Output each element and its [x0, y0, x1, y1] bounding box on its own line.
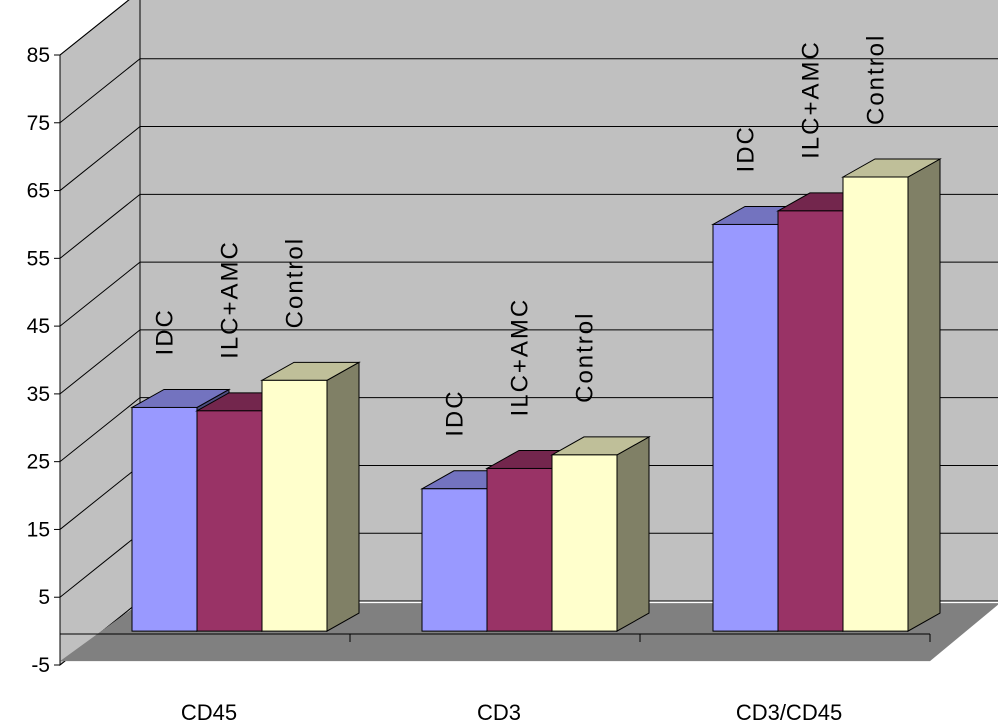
bar-side	[616, 436, 650, 632]
x-category-label: CD3	[477, 700, 521, 724]
bar	[261, 379, 328, 632]
bar	[196, 410, 263, 632]
bar	[421, 488, 488, 632]
gridline	[59, 0, 130, 56]
y-tick-label: 35	[27, 383, 50, 406]
y-tick-label: 75	[27, 112, 50, 135]
bar	[777, 210, 844, 632]
bar	[842, 176, 909, 632]
data-label: IDC	[442, 389, 469, 436]
x-category-label: CD3/CD45	[736, 700, 842, 724]
gridline	[59, 193, 998, 259]
bar	[551, 454, 618, 632]
bar-side	[326, 361, 360, 632]
bar	[131, 406, 198, 632]
bar	[712, 223, 779, 632]
y-tick-label: 55	[27, 247, 50, 270]
bar-side	[907, 158, 941, 632]
gridline	[59, 58, 998, 124]
data-label: IDC	[733, 125, 760, 172]
gridline	[59, 126, 998, 191]
y-tick-label: -5	[31, 654, 50, 677]
x-category-label: CD45	[181, 700, 237, 724]
y-tick-label: 5	[38, 586, 50, 609]
data-label: ILC+AMC	[217, 240, 244, 359]
y-tick-label: 25	[27, 451, 50, 474]
bar	[486, 467, 553, 632]
y-tick-label: 45	[27, 315, 50, 338]
data-label: Control	[863, 34, 890, 125]
data-label: Control	[282, 237, 309, 328]
data-label: IDC	[152, 308, 179, 355]
y-tick-label: 85	[27, 44, 50, 67]
y-tick-label: 65	[27, 180, 50, 203]
y-tick-label: 15	[27, 518, 50, 541]
data-label: Control	[572, 312, 599, 403]
data-label: ILC+AMC	[798, 40, 825, 159]
data-label: ILC+AMC	[507, 298, 534, 417]
